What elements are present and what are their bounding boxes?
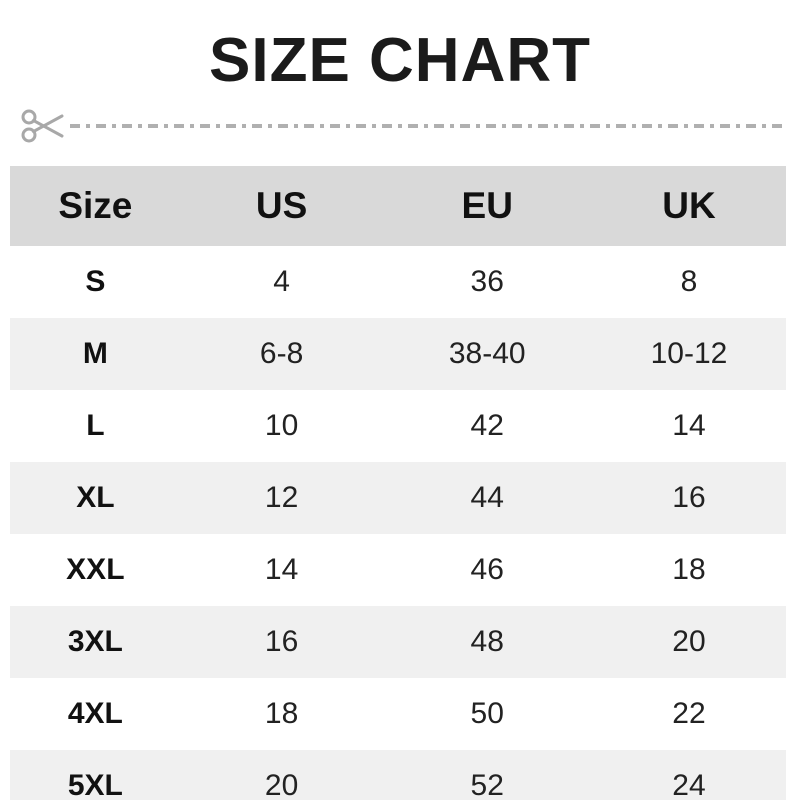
size-cell: M — [82, 337, 108, 370]
eu-cell: 38-40 — [448, 337, 526, 370]
table-row-xxl: XXL 14 46 18 — [10, 534, 786, 606]
us-cell: 10 — [264, 409, 299, 442]
table-row-xl: XL 12 44 16 — [10, 462, 786, 534]
uk-cell: 16 — [672, 481, 706, 514]
us-cell: 14 — [264, 553, 299, 586]
size-cell: S — [85, 265, 106, 298]
uk-cell: 24 — [672, 769, 706, 800]
dashed-cut-line — [70, 124, 786, 128]
uk-cell: 20 — [672, 625, 706, 658]
table-row-s: S 4 36 8 — [10, 246, 786, 318]
header-cell-us: US — [180, 166, 383, 246]
eu-cell: 36 — [470, 265, 504, 298]
us-cell: 6-8 — [259, 337, 304, 370]
header-cell-uk: UK — [591, 166, 786, 246]
header-cell-size: Size — [10, 166, 181, 246]
uk-cell: 14 — [672, 409, 706, 442]
eu-cell: 48 — [470, 625, 504, 658]
size-cell: 3XL — [67, 625, 123, 658]
scissors-icon — [21, 109, 64, 143]
us-cell: 20 — [264, 769, 299, 800]
cut-line — [20, 106, 786, 146]
uk-cell: 22 — [672, 697, 706, 730]
table-row-4xl: 4XL 18 50 22 — [10, 678, 786, 750]
size-chart-table: Size US EU UK S 4 36 8 M 6-8 38-40 10-12… — [10, 166, 786, 800]
size-cell: 5XL — [67, 769, 123, 800]
table-row-l: L 10 42 14 — [10, 390, 786, 462]
uk-cell: 18 — [672, 553, 706, 586]
table-row-3xl: 3XL 16 48 20 — [10, 606, 786, 678]
size-cell: XL — [76, 481, 115, 514]
size-cell: XXL — [66, 553, 125, 586]
us-cell: 12 — [264, 481, 299, 514]
size-cell: L — [86, 409, 105, 442]
us-cell: 18 — [264, 697, 299, 730]
page-title: SIZE CHART — [209, 26, 591, 95]
uk-cell: 10-12 — [650, 337, 728, 370]
eu-cell: 42 — [470, 409, 504, 442]
table-header-row: Size US EU UK — [10, 166, 786, 246]
table-row-m: M 6-8 38-40 10-12 — [10, 318, 786, 390]
size-cell: 4XL — [67, 697, 123, 730]
eu-cell: 50 — [470, 697, 504, 730]
eu-cell: 44 — [470, 481, 504, 514]
header-cell-eu: EU — [382, 166, 592, 246]
table-row-5xl: 5XL 20 52 24 — [10, 750, 786, 800]
uk-cell: 8 — [680, 265, 698, 298]
eu-cell: 52 — [470, 769, 504, 800]
eu-cell: 46 — [470, 553, 504, 586]
us-cell: 16 — [264, 625, 299, 658]
us-cell: 4 — [273, 265, 290, 298]
